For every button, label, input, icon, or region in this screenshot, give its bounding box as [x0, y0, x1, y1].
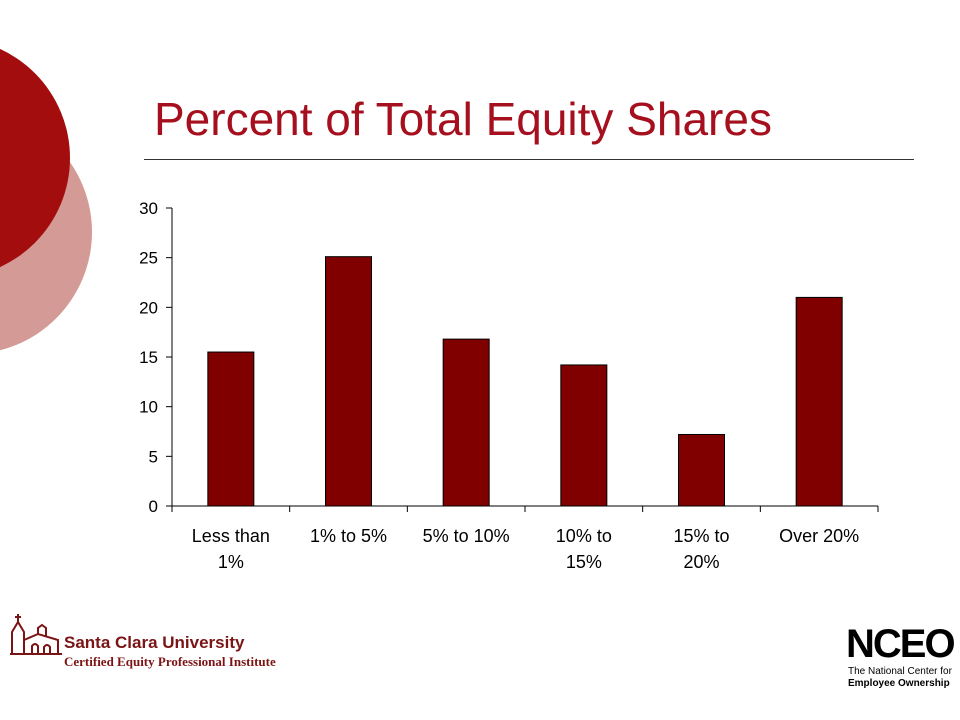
bar	[678, 433, 725, 507]
nceo-logo-text: The National Center for Employee Ownersh…	[848, 666, 952, 690]
bar	[207, 351, 255, 507]
x-tick-label: 20%	[683, 552, 719, 572]
x-tick-label: 10% to	[556, 526, 612, 546]
x-tick-label: 15% to	[673, 526, 729, 546]
bar	[442, 338, 490, 507]
santa-clara-logo-name: Santa Clara University	[64, 633, 245, 652]
x-tick-label: 1% to 5%	[310, 526, 387, 546]
nceo-logo-mark: NCEO	[846, 622, 956, 666]
x-tick-label: 15%	[566, 552, 602, 572]
bar	[560, 364, 608, 507]
bar-chart: 0 5 10 15 20 25 30 Less than 1% 1% to 5% 5% to 10%…	[139, 199, 879, 572]
y-tick-label: 5	[149, 447, 158, 466]
y-tick-label: 15	[139, 348, 158, 367]
santa-clara-mission-logo	[10, 614, 62, 655]
y-tick-label: 25	[139, 249, 158, 268]
decorative-circles	[0, 48, 92, 351]
y-tick-label: 30	[139, 199, 158, 218]
y-tick-label: 0	[149, 497, 158, 516]
y-tick-label: 10	[139, 398, 158, 417]
x-tick-label: Less than	[192, 526, 270, 546]
nceo-logo-line2: Employee Ownership	[848, 678, 950, 689]
slide-title: Percent of Total Equity Shares	[154, 93, 772, 145]
bar	[795, 296, 843, 507]
santa-clara-logo-subtitle: Certified Equity Professional Institute	[64, 654, 276, 669]
bar	[325, 256, 372, 507]
nceo-logo-line1: The National Center for	[848, 666, 952, 677]
y-tick-label: 20	[139, 298, 158, 317]
dark-circle	[0, 48, 70, 268]
x-tick-label: Over 20%	[779, 526, 859, 546]
x-tick-label: 1%	[218, 552, 244, 572]
x-tick-label: 5% to 10%	[423, 526, 510, 546]
title-underline	[144, 159, 914, 160]
